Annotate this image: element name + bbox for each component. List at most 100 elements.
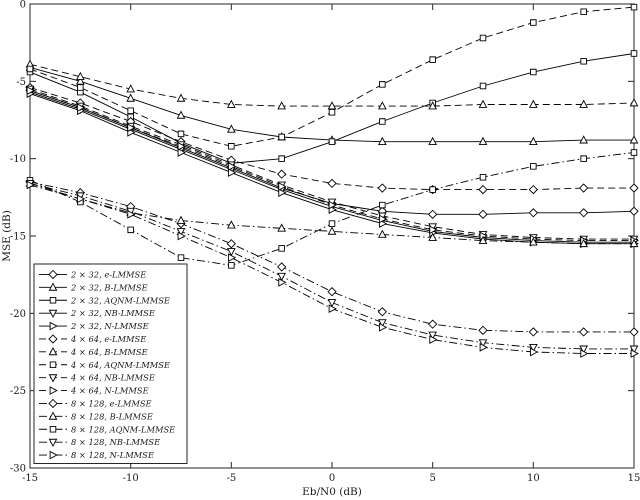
triangle-up-marker [428, 136, 438, 146]
triangle-right-marker [529, 347, 539, 357]
square-marker [580, 57, 587, 65]
triangle-right-marker [278, 278, 287, 287]
triangle-right-marker [328, 304, 337, 314]
diamond-marker [377, 183, 387, 193]
x-tick-label: -5 [226, 473, 236, 484]
square-marker [479, 173, 487, 181]
triangle-up-marker [528, 99, 538, 108]
diamond-marker [277, 262, 287, 272]
square-marker [328, 220, 336, 227]
triangle-right-marker [227, 162, 237, 171]
legend-item: 2 × 32, B-LMMSE [39, 282, 148, 292]
triangle-right-marker [177, 148, 186, 157]
triangle-up-marker [126, 93, 136, 102]
triangle-down-marker [377, 319, 387, 328]
triangle-up-marker [226, 220, 236, 229]
triangle-right-marker [26, 180, 35, 190]
legend-label: 2 × 32, N-LMMSE [70, 321, 149, 331]
square-marker [328, 109, 336, 116]
diamond-marker [629, 206, 639, 216]
legend-item: 8 × 128, e-LMMSE [39, 398, 152, 408]
triangle-right-marker [177, 231, 186, 241]
legend-item: 8 × 128, AQNM-LMMSE [39, 424, 175, 434]
triangle-up-marker [478, 136, 488, 146]
legend-label: 8 × 128, e-LMMSE [71, 398, 152, 408]
triangle-up-marker [377, 229, 387, 238]
legend-triangle-right-marker [49, 386, 58, 395]
diamond-marker [327, 178, 337, 189]
square-marker [228, 262, 235, 269]
square-marker [530, 68, 537, 76]
legend-triangle-right-marker [49, 321, 58, 331]
diamond-marker [277, 169, 287, 179]
triangle-right-marker [630, 349, 639, 358]
legend-item: 2 × 32, AQNM-LMMSE [39, 295, 170, 305]
legend-item: 2 × 32, N-LMMSE [39, 321, 149, 331]
diamond-marker [629, 327, 639, 337]
square-marker [630, 3, 638, 11]
diamond-marker [528, 208, 538, 218]
triangle-right-marker [328, 200, 337, 210]
legend-triangle-up-marker [48, 346, 58, 356]
y-tick-label: -15 [10, 232, 26, 243]
triangle-up-marker [75, 71, 85, 81]
legend-label: 2 × 32, e-LMMSE [70, 269, 146, 279]
legend-item: 4 × 64, e-LMMSE [39, 334, 146, 344]
diamond-marker [528, 184, 538, 195]
triangle-down-marker [629, 345, 639, 354]
square-marker [278, 155, 285, 162]
legend-item: 8 × 128, NB-LMMSE [39, 437, 160, 447]
triangle-down-marker [528, 344, 538, 353]
x-tick-label: 5 [429, 473, 435, 484]
legend-square-marker [49, 297, 57, 304]
triangle-right-marker [278, 188, 287, 198]
legend-triangle-up-marker [48, 282, 58, 291]
square-marker [530, 19, 537, 26]
triangle-up-marker [478, 235, 488, 244]
legend-triangle-down-marker [48, 309, 58, 319]
legend-label: 4 × 64, e-LMMSE [70, 334, 146, 344]
legend-triangle-up-marker [48, 411, 58, 420]
legend-diamond-marker [48, 334, 58, 344]
y-tick-label: -25 [10, 386, 26, 397]
square-marker [177, 130, 185, 138]
square-marker [379, 118, 386, 125]
y-tick-label: -10 [10, 154, 26, 165]
triangle-down-marker [226, 248, 236, 257]
triangle-right-marker [127, 123, 136, 133]
triangle-up-marker [579, 238, 589, 248]
triangle-down-marker [327, 299, 337, 308]
diamond-marker [528, 327, 538, 337]
triangle-up-marker [176, 93, 186, 102]
diamond-marker [428, 209, 438, 219]
legend-item: 2 × 32, NB-LMMSE [39, 308, 155, 318]
square-marker [429, 56, 436, 63]
legend-item: 8 × 128, B-LMMSE [39, 411, 153, 421]
legend-label: 2 × 32, B-LMMSE [70, 282, 148, 292]
triangle-up-marker [327, 226, 337, 235]
triangle-up-marker [377, 101, 387, 110]
triangle-down-marker [478, 339, 488, 348]
legend-item: 4 × 64, N-LMMSE [39, 386, 149, 396]
triangle-right-marker [429, 335, 438, 344]
triangle-up-marker [478, 99, 488, 108]
triangle-up-marker [75, 76, 85, 85]
triangle-up-marker [629, 238, 639, 248]
x-axis-label: Eb/N0 (dB) [302, 486, 362, 498]
legend-item: 2 × 32, e-LMMSE [39, 269, 146, 279]
y-tick-label: 0 [20, 0, 26, 11]
square-marker [127, 226, 134, 234]
triangle-up-marker [528, 136, 538, 146]
diamond-marker [478, 325, 488, 335]
x-tick-label: -15 [22, 473, 38, 484]
triangle-up-marker [126, 84, 136, 93]
triangle-up-marker [528, 237, 538, 246]
triangle-right-marker [26, 86, 35, 95]
square-marker [630, 50, 638, 57]
legend-item: 8 × 128, N-LMMSE [39, 450, 154, 460]
square-marker [328, 138, 336, 145]
triangle-up-marker [327, 101, 337, 110]
diamond-marker [428, 319, 438, 329]
diamond-marker [579, 327, 589, 337]
diamond-marker [579, 183, 589, 193]
